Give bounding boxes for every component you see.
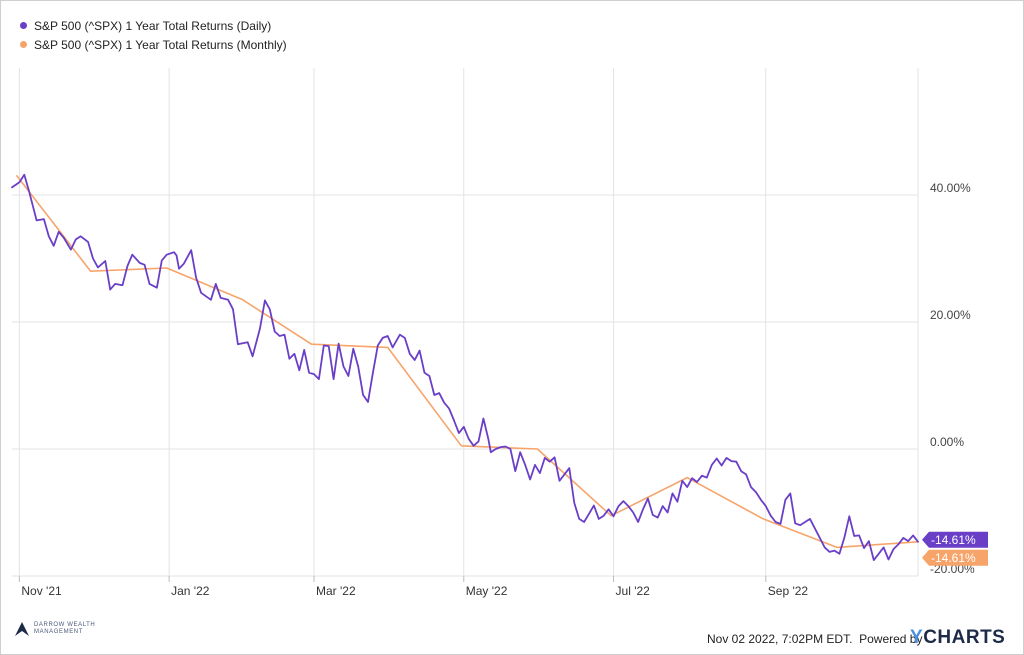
- darrow-wealth-logo: DARROW WEALTH MANAGEMENT: [14, 621, 95, 637]
- y-tick-label-2: 0.00%: [930, 435, 964, 449]
- y-tick-label-1: 20.00%: [930, 308, 971, 322]
- legend-marker-daily: [20, 22, 27, 29]
- series-line-monthly: [16, 175, 919, 549]
- ycharts-logo-text: CHARTS: [923, 627, 1006, 648]
- x-tick-label-3: May '22: [466, 584, 508, 598]
- legend-label-daily: S&P 500 (^SPX) 1 Year Total Returns (Dai…: [34, 18, 272, 33]
- x-tick-label-4: Jul '22: [616, 584, 651, 598]
- timestamp-text: Nov 02 2022, 7:02PM EDT.: [707, 632, 853, 646]
- logo-line-2: MANAGEMENT: [34, 629, 84, 635]
- legend-label-monthly: S&P 500 (^SPX) 1 Year Total Returns (Mon…: [34, 37, 287, 52]
- powered-by-text: Powered by: [859, 632, 923, 646]
- x-tick-label-5: Sep '22: [768, 584, 809, 598]
- series-line-daily: [11, 173, 919, 561]
- logo-line-1: DARROW WEALTH: [34, 622, 96, 628]
- x-tick-label-1: Jan '22: [171, 584, 210, 598]
- end-value-tag-daily: [922, 531, 988, 548]
- end-value-labels: -14.61% -14.61%: [922, 531, 988, 566]
- end-value-label-daily: -14.61%: [931, 533, 976, 547]
- y-axis-labels: 40.00%20.00%0.00%-20.00%: [930, 181, 975, 576]
- legend-marker-monthly: [20, 41, 27, 48]
- x-tick-label-2: Mar '22: [316, 584, 356, 598]
- legend-item-monthly[interactable]: S&P 500 (^SPX) 1 Year Total Returns (Mon…: [20, 35, 287, 54]
- end-value-label-monthly: -14.61%: [931, 551, 976, 565]
- chart-grid: [12, 68, 919, 582]
- legend-item-daily[interactable]: S&P 500 (^SPX) 1 Year Total Returns (Dai…: [20, 16, 287, 35]
- chart-legend: S&P 500 (^SPX) 1 Year Total Returns (Dai…: [20, 16, 287, 54]
- x-axis-labels: Nov '21 Jan '22 Mar '22 May '22 Jul '22 Sep '…: [21, 584, 808, 598]
- ycharts-logo-y: Y: [910, 627, 924, 648]
- chart-series: [11, 173, 919, 561]
- y-tick-label-0: 40.00%: [930, 181, 971, 195]
- x-tick-label-0: Nov '21: [21, 584, 62, 598]
- footer-timestamp: Nov 02 2022, 7:02PM EDT. Powered by: [707, 632, 922, 646]
- end-value-tag-monthly: [922, 549, 988, 566]
- ycharts-logo[interactable]: YCHARTS: [910, 627, 1005, 649]
- darrow-logo-icon: [15, 622, 29, 636]
